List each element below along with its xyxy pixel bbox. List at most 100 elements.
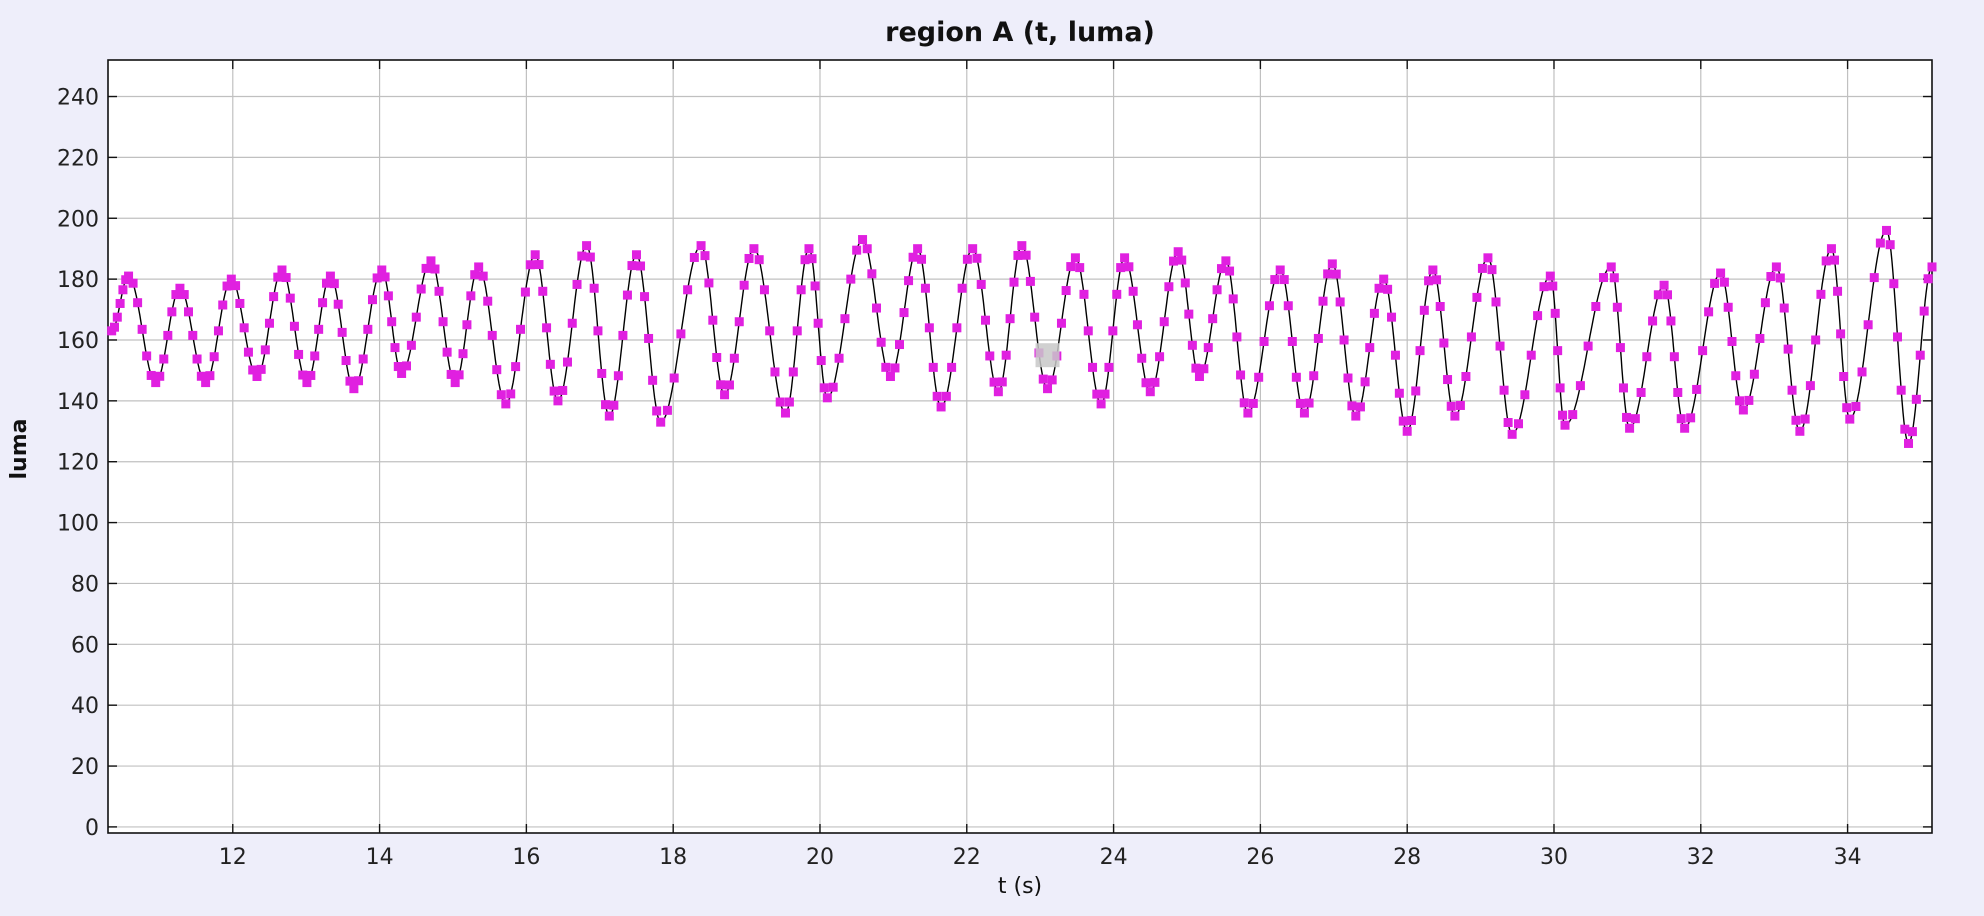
grid-lines [108, 60, 1932, 833]
data-point [609, 400, 619, 410]
data-point [1477, 263, 1487, 273]
data-point [1568, 410, 1578, 420]
x-tick-label: 22 [953, 845, 981, 870]
data-point [1225, 266, 1235, 276]
data-point [118, 285, 128, 295]
x-tick-label: 20 [806, 845, 834, 870]
data-point [644, 333, 654, 343]
data-point [981, 315, 991, 325]
data-point [1499, 385, 1509, 395]
data-point [920, 283, 930, 293]
data-point [252, 372, 262, 382]
x-tick-label: 18 [659, 845, 687, 870]
data-point [549, 386, 559, 396]
data-point [1379, 274, 1389, 284]
data-point [1132, 320, 1142, 330]
data-point [112, 312, 122, 322]
data-point [1096, 399, 1106, 409]
data-point [1419, 305, 1429, 315]
data-point [1128, 286, 1138, 296]
data-point [1351, 411, 1361, 421]
data-point [438, 317, 448, 327]
data-point [1369, 308, 1379, 318]
data-point [383, 291, 393, 301]
data-point [1450, 411, 1460, 421]
data-point [358, 354, 368, 364]
data-point [222, 281, 232, 291]
data-point [1507, 429, 1517, 439]
data-point [807, 254, 817, 264]
data-point [1857, 367, 1867, 377]
data-point [788, 367, 798, 377]
data-point [1642, 352, 1652, 362]
data-point [744, 253, 754, 263]
data-point [474, 262, 484, 272]
data-point [1483, 253, 1493, 263]
data-point [601, 400, 611, 410]
data-point [1208, 314, 1218, 324]
data-point [1555, 383, 1565, 393]
data-point [952, 323, 962, 333]
data-point [1177, 255, 1187, 265]
data-point [545, 359, 555, 369]
data-point [739, 280, 749, 290]
data-point [483, 296, 493, 306]
data-point [1199, 364, 1209, 374]
data-point [1821, 256, 1831, 266]
data-point [622, 290, 632, 300]
data-point [183, 307, 193, 317]
data-point [1719, 277, 1729, 287]
data-point [669, 373, 679, 383]
data-point [349, 384, 359, 394]
data-point [1343, 373, 1353, 383]
data-point [341, 356, 351, 366]
data-point [446, 369, 456, 379]
data-point [1221, 256, 1231, 266]
data-point [1017, 241, 1027, 251]
data-point [345, 376, 355, 386]
data-point [1203, 343, 1213, 353]
data-point [1145, 387, 1155, 397]
data-point [1653, 290, 1663, 300]
data-point [426, 256, 436, 266]
data-point [1155, 352, 1165, 362]
data-point [1025, 276, 1035, 286]
data-point [784, 397, 794, 407]
data-point [890, 363, 900, 373]
data-point [1659, 280, 1669, 290]
data-point [1904, 438, 1914, 448]
data-point [754, 255, 764, 265]
data-point [306, 370, 316, 380]
y-tick-label: 40 [71, 694, 99, 719]
data-point [1443, 375, 1453, 385]
data-point [179, 290, 189, 300]
data-point [816, 356, 826, 366]
x-tick-label: 14 [366, 845, 394, 870]
x-tick-label: 26 [1246, 845, 1274, 870]
data-point [318, 298, 328, 308]
data-point [613, 371, 623, 381]
data-point [496, 390, 506, 400]
data-point [1648, 316, 1658, 326]
data-point [904, 276, 914, 286]
data-point [720, 390, 730, 400]
data-point [218, 300, 228, 310]
data-point [525, 260, 535, 270]
data-point [993, 387, 1003, 397]
y-tick-label: 200 [57, 207, 99, 232]
data-point [1402, 426, 1412, 436]
data-point [450, 378, 460, 388]
data-point [1141, 378, 1151, 388]
data-point [542, 323, 552, 333]
data-point [1169, 256, 1179, 266]
data-point [813, 318, 823, 328]
data-point [1374, 283, 1384, 293]
data-point [1120, 253, 1130, 263]
data-point [1092, 389, 1102, 399]
data-point [155, 371, 165, 381]
data-point [1487, 265, 1497, 275]
y-tick-label: 240 [57, 86, 99, 111]
data-point [1548, 281, 1558, 291]
data-point [1514, 419, 1524, 429]
